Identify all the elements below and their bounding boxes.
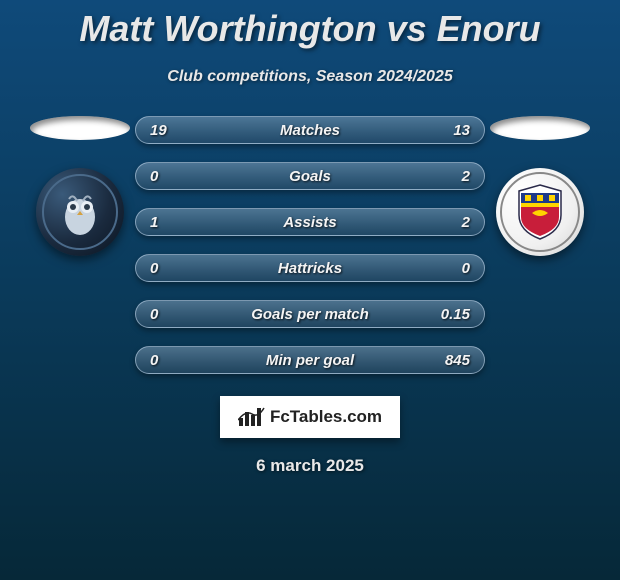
stat-label: Matches (136, 122, 484, 139)
stat-label: Hattricks (136, 260, 484, 277)
stat-left-value: 0 (150, 306, 180, 323)
date-label: 6 march 2025 (0, 456, 620, 476)
stat-right-value: 13 (440, 122, 470, 139)
watermark-text: FcTables.com (270, 407, 382, 427)
stat-row-goals-per-match: 0 Goals per match 0.15 (135, 300, 485, 328)
stat-left-value: 0 (150, 168, 180, 185)
subtitle: Club competitions, Season 2024/2025 (0, 68, 620, 86)
stat-label: Goals (136, 168, 484, 185)
stat-bars: 19 Matches 13 0 Goals 2 1 Assists 2 0 Ha… (135, 116, 485, 374)
stat-left-value: 0 (150, 352, 180, 369)
left-crest (36, 168, 124, 256)
stat-row-min-per-goal: 0 Min per goal 845 (135, 346, 485, 374)
stat-row-assists: 1 Assists 2 (135, 208, 485, 236)
comparison-content: 19 Matches 13 0 Goals 2 1 Assists 2 0 Ha… (0, 116, 620, 374)
shield-icon (515, 183, 565, 241)
stat-left-value: 0 (150, 260, 180, 277)
stat-label: Assists (136, 214, 484, 231)
watermark: FcTables.com (220, 396, 400, 438)
stat-left-value: 1 (150, 214, 180, 231)
stat-label: Goals per match (136, 306, 484, 323)
stat-row-matches: 19 Matches 13 (135, 116, 485, 144)
bars-icon (238, 406, 266, 428)
right-side (485, 116, 595, 256)
owl-icon (53, 185, 107, 239)
stat-right-value: 845 (440, 352, 470, 369)
left-side (25, 116, 135, 256)
stat-right-value: 2 (440, 168, 470, 185)
stat-left-value: 19 (150, 122, 180, 139)
stat-right-value: 0 (440, 260, 470, 277)
stat-right-value: 0.15 (440, 306, 470, 323)
right-crest (496, 168, 584, 256)
stat-label: Min per goal (136, 352, 484, 369)
left-ellipse (30, 116, 130, 140)
stat-row-hattricks: 0 Hattricks 0 (135, 254, 485, 282)
stat-row-goals: 0 Goals 2 (135, 162, 485, 190)
page-title: Matt Worthington vs Enoru (0, 0, 620, 50)
right-ellipse (490, 116, 590, 140)
stat-right-value: 2 (440, 214, 470, 231)
